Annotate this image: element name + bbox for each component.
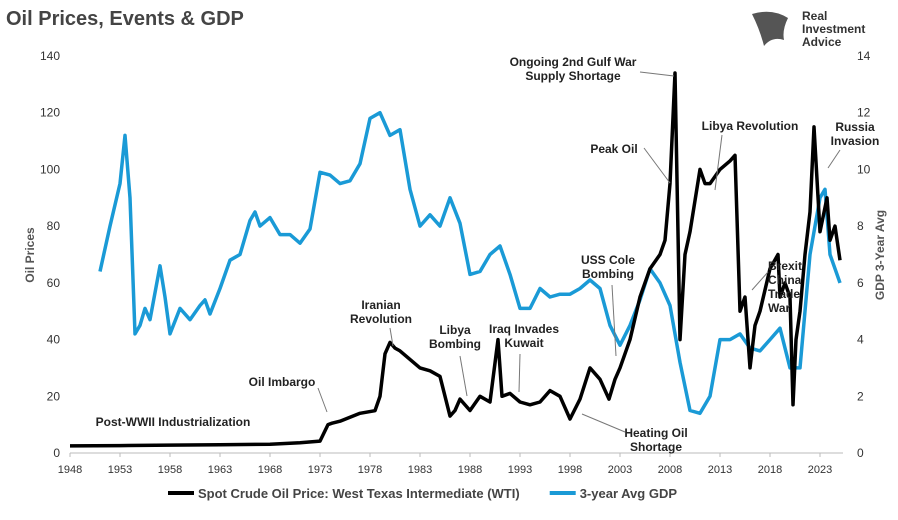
y2-tick-label: 2 [857, 389, 864, 403]
annotation: Bombing [582, 267, 634, 281]
series-line [98, 110, 842, 416]
annotation: Revolution [350, 312, 412, 326]
annotation-leader [611, 284, 617, 357]
x-tick-label: 1993 [508, 464, 532, 476]
logo-text: Real [802, 9, 827, 23]
annotation: Peak Oil [590, 142, 637, 156]
chart-title: Oil Prices, Events & GDP [6, 8, 244, 30]
x-tick-label: 1953 [108, 464, 132, 476]
annotation-leader [827, 149, 841, 169]
annotation-leader [459, 355, 468, 397]
legend-label: Spot Crude Oil Price: West Texas Interme… [198, 486, 520, 501]
x-tick-label: 1988 [458, 464, 482, 476]
annotation-leader [581, 413, 626, 433]
annotation: Brexit [768, 259, 802, 273]
annotation: Libya Revolution [702, 119, 799, 133]
logo-text: Investment [802, 22, 865, 36]
annotation: Supply Shortage [525, 69, 621, 83]
annotation: Post-WWII Industrialization [96, 415, 251, 429]
x-tick-label: 1973 [308, 464, 332, 476]
x-tick-label: 2023 [808, 464, 832, 476]
y-tick-label: 20 [47, 389, 61, 403]
x-tick-label: 1968 [258, 464, 282, 476]
x-tick-label: 1963 [208, 464, 232, 476]
annotation: Shortage [630, 440, 682, 454]
series-line [69, 71, 842, 448]
y-tick-label: 100 [40, 162, 60, 176]
x-tick-label: 1983 [408, 464, 432, 476]
annotation: USS Cole [581, 253, 635, 267]
y2-tick-label: 8 [857, 219, 864, 233]
x-tick-label: 1998 [558, 464, 582, 476]
annotation: Libya [439, 323, 471, 337]
x-tick-label: 2008 [658, 464, 682, 476]
annotation: Oil Imbargo [249, 375, 316, 389]
annotation: Trade [768, 287, 800, 301]
y2-tick-label: 4 [857, 333, 864, 347]
y2-tick-label: 0 [857, 446, 864, 460]
annotation-leader [639, 71, 675, 77]
y-tick-label: 80 [47, 219, 61, 233]
y2-tick-label: 12 [857, 106, 871, 120]
annotation: Iranian [361, 298, 400, 312]
y-axis-label: Oil Prices [23, 227, 37, 283]
x-tick-label: 2003 [608, 464, 632, 476]
annotation: China [768, 273, 802, 287]
annotation-leader [317, 387, 328, 413]
annotation: Heating Oil [624, 426, 687, 440]
annotation: Kuwait [504, 336, 543, 350]
x-tick-label: 2013 [708, 464, 732, 476]
annotation: Russia [835, 120, 875, 134]
y2-axis-label: GDP 3-Year Avg [873, 210, 887, 300]
y-tick-label: 140 [40, 49, 60, 63]
annotation-leader [751, 271, 769, 291]
annotation-leader [518, 353, 521, 393]
annotation-leader [714, 134, 723, 191]
legend-label: 3-year Avg GDP [580, 486, 678, 501]
annotation-leader [389, 327, 394, 347]
annotation: Invasion [831, 134, 880, 148]
annotation: Bombing [429, 337, 481, 351]
y-tick-label: 60 [47, 276, 61, 290]
y-tick-label: 0 [53, 446, 60, 460]
x-tick-label: 1978 [358, 464, 382, 476]
annotation: Iraq Invades [489, 322, 559, 336]
x-tick-label: 2018 [758, 464, 782, 476]
annotation: War [768, 301, 791, 315]
annotation-leader [643, 147, 671, 184]
logo-text: Advice [802, 35, 842, 49]
y2-tick-label: 10 [857, 162, 871, 176]
y-tick-label: 40 [47, 333, 61, 347]
y-tick-label: 120 [40, 106, 60, 120]
y2-tick-label: 6 [857, 276, 864, 290]
logo-icon [752, 11, 788, 46]
logo: Real Investment Advice [752, 9, 865, 49]
x-tick-label: 1958 [158, 464, 182, 476]
x-tick-label: 1948 [58, 464, 82, 476]
annotation: Ongoing 2nd Gulf War [510, 55, 637, 69]
y2-tick-label: 14 [857, 49, 871, 63]
